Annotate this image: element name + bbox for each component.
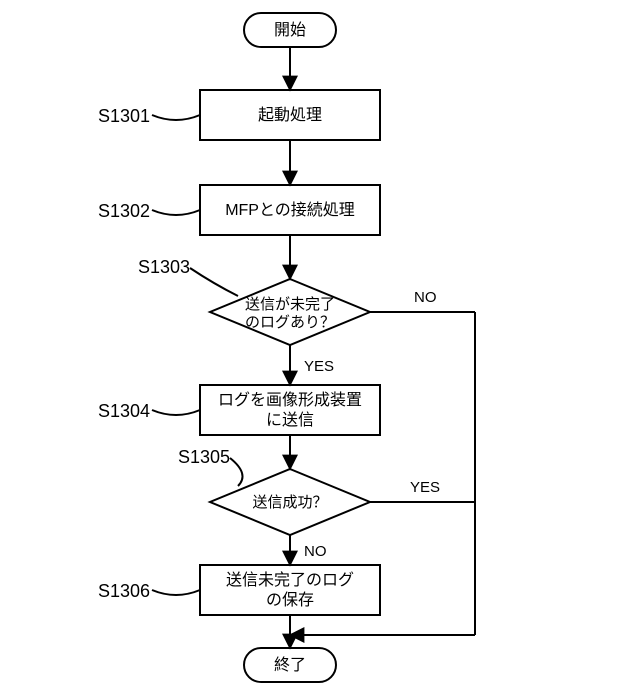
- label-s1301: S1301: [98, 106, 150, 126]
- branch-d1-yes: YES: [304, 358, 334, 375]
- process-s1306-label-2: の保存: [266, 591, 314, 609]
- branch-d2-yes: YES: [410, 479, 440, 496]
- process-s1306-label-1: 送信未完了のログ: [226, 571, 354, 589]
- lead-s1302: [152, 210, 200, 215]
- lead-s1305: [230, 458, 243, 486]
- label-s1304: S1304: [98, 401, 150, 421]
- label-s1305: S1305: [178, 447, 230, 467]
- start-node-label: 開始: [274, 21, 306, 39]
- lead-s1303: [190, 268, 238, 296]
- decision-s1303-label-1: 送信が未完了: [245, 296, 335, 313]
- lead-s1306: [152, 590, 200, 595]
- label-s1306: S1306: [98, 581, 150, 601]
- lead-s1304: [152, 410, 200, 415]
- lead-s1301: [152, 115, 200, 120]
- end-node-label: 終了: [274, 656, 306, 674]
- branch-d2-no: NO: [304, 543, 327, 560]
- label-s1303: S1303: [138, 257, 190, 277]
- process-s1304-label-2: に送信: [266, 411, 314, 429]
- decision-s1303-label-2: のログあり？: [245, 314, 335, 331]
- branch-d1-no: NO: [414, 289, 437, 306]
- process-s1302-label: MFPとの接続処理: [225, 201, 355, 219]
- label-s1302: S1302: [98, 201, 150, 221]
- decision-s1305-label: 送信成功？: [252, 494, 327, 511]
- process-s1301-label: 起動処理: [258, 106, 322, 124]
- process-s1304-label-1: ログを画像形成装置: [218, 391, 362, 409]
